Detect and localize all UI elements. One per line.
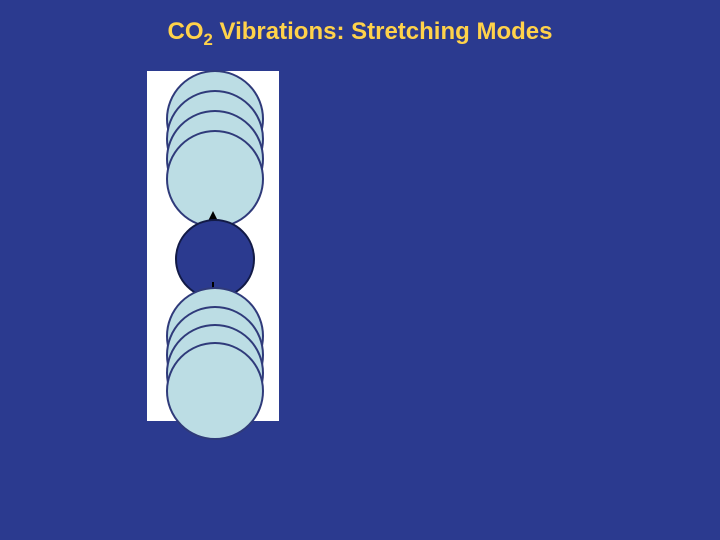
slide-title: CO2 Vibrations: Stretching Modes [0, 18, 720, 50]
title-subscript: 2 [204, 30, 213, 49]
molecule-figure [147, 71, 279, 421]
slide: CO2 Vibrations: Stretching Modes [0, 0, 720, 540]
title-prefix: CO [168, 18, 204, 45]
atom-circle [166, 342, 264, 440]
title-suffix: Vibrations: Stretching Modes [213, 18, 553, 45]
